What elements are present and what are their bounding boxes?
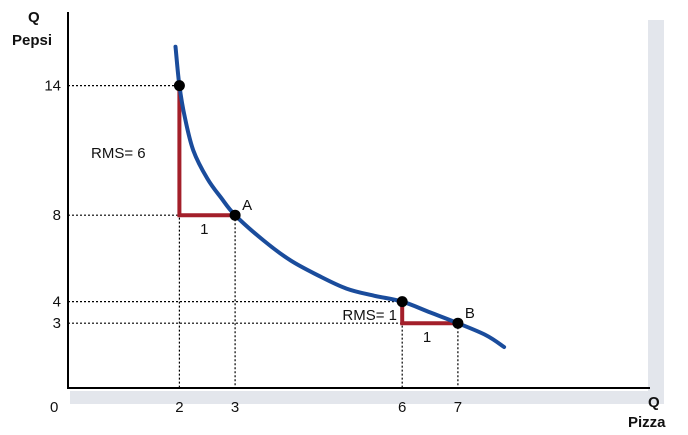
y-axis-label-q: Q — [28, 9, 40, 26]
curve-points: AB — [173, 80, 475, 329]
shadow-bottom — [70, 391, 664, 404]
tick-labels: 2 3 6 7 3 4 8 14 — [44, 78, 462, 416]
origin-label: 0 — [50, 399, 58, 416]
y-axis-label-pepsi: Pepsi — [12, 32, 52, 49]
indifference-curve — [173, 44, 507, 349]
y-tick-label: 14 — [44, 78, 61, 95]
run-label-0: 1 — [200, 221, 208, 238]
rms-steps: 1 1 RMS= 6 RMS= 1 — [91, 85, 458, 346]
x-tick-label: 3 — [231, 399, 239, 416]
run-label-1: 1 — [423, 329, 431, 346]
x-tick-label: 7 — [454, 399, 462, 416]
x-tick-label: 2 — [175, 399, 183, 416]
point-label-a: A — [242, 197, 252, 214]
curve-point-3 — [452, 317, 464, 329]
rms-step-1 — [400, 301, 458, 326]
y-tick-label: 4 — [53, 294, 61, 311]
rms-label-1: RMS= 1 — [342, 307, 397, 324]
x-tick-label: 6 — [398, 399, 406, 416]
x-axis-label-pizza: Pizza — [628, 414, 666, 431]
curve-point-2 — [396, 296, 408, 308]
y-tick-label: 8 — [53, 207, 61, 224]
curve-point-1 — [229, 209, 241, 221]
y-tick-label: 3 — [53, 315, 61, 332]
point-label-b: B — [465, 305, 475, 322]
shadow-right — [648, 20, 664, 398]
x-axis-label-q: Q — [648, 394, 660, 411]
rms-step-0 — [177, 85, 236, 218]
rms-label-0: RMS= 6 — [91, 145, 146, 162]
curve-point-0 — [173, 80, 185, 92]
guide-lines — [68, 84, 459, 388]
